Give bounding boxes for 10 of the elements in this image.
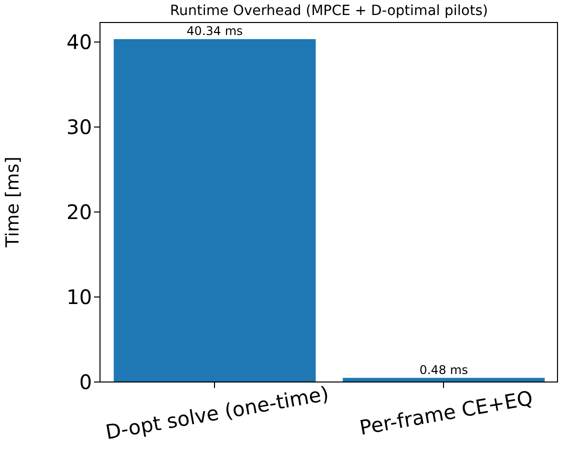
y-tick-label: 0 — [79, 370, 92, 394]
data-label: 0.48 ms — [420, 362, 468, 377]
data-label: 40.34 ms — [186, 24, 243, 38]
y-tick-label: 30 — [66, 115, 92, 140]
y-axis-title: Time [ms] — [2, 156, 24, 248]
chart-title: Runtime Overhead (MPCE + D-optimal pilots) — [169, 3, 489, 19]
y-tick-label: 10 — [66, 285, 92, 310]
y-tick-label: 20 — [66, 200, 92, 224]
x-tick-label: Per-frame CE+EQ — [358, 386, 534, 440]
y-tick-label: 40 — [66, 30, 92, 54]
